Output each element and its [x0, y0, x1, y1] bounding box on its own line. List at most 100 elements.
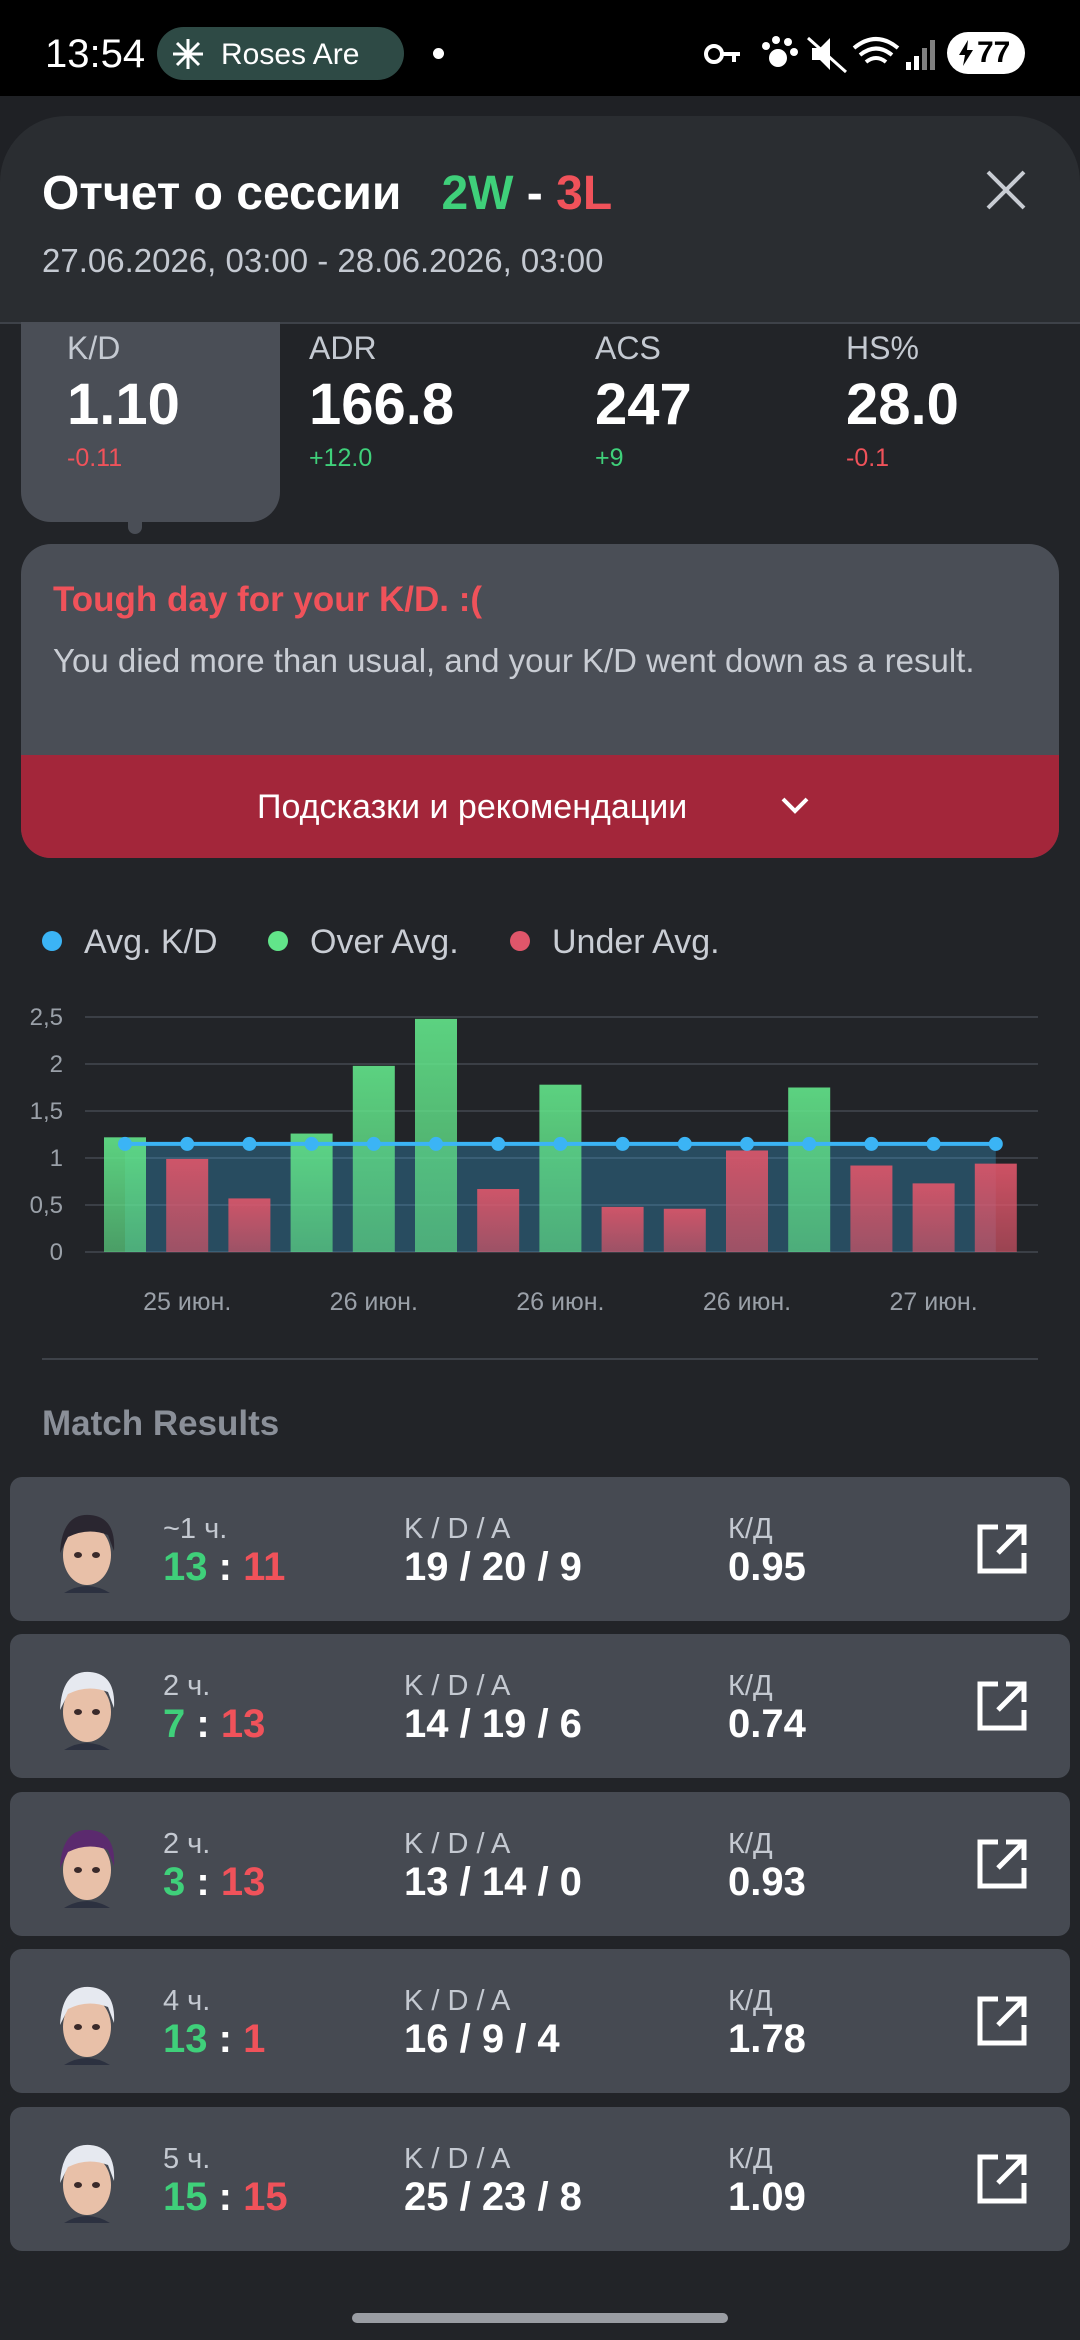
stat-label: HS%	[846, 330, 919, 366]
bar	[166, 1158, 209, 1252]
stat-delta: +9	[595, 444, 624, 472]
open-external[interactable]	[974, 2151, 1030, 2207]
tips-button[interactable]: Подсказки и рекомендации	[21, 755, 1059, 858]
notification-chip[interactable]: Roses Are	[157, 27, 404, 80]
bar	[663, 1208, 706, 1252]
bar	[290, 1133, 333, 1252]
avg-point	[988, 1136, 1003, 1151]
bar	[788, 1087, 831, 1252]
match-score: 3 : 13	[163, 1862, 265, 1902]
close-button[interactable]	[984, 168, 1028, 212]
bar	[104, 1137, 146, 1252]
x-tick-label: 27 июн.	[889, 1288, 977, 1316]
kd-label: К/Д	[728, 1827, 773, 1860]
bar	[539, 1084, 582, 1252]
kda-value: 16 / 9 / 4	[404, 2017, 560, 2062]
score-lost: 13	[220, 1702, 266, 1747]
agent-avatar	[60, 1672, 115, 1751]
score-lost: 1	[243, 2017, 266, 2062]
kda-label: K / D / A	[404, 1827, 511, 1860]
match-time: 5 ч.	[163, 2142, 211, 2175]
kda-value: 14 / 19 / 6	[404, 1702, 582, 1747]
match-score: 13 : 1	[163, 2019, 265, 2059]
chevron-down	[781, 797, 809, 814]
kd-value: 1.78	[728, 2017, 806, 2062]
score-lost: 13	[220, 1859, 266, 1904]
y-tick-label: 2,5	[30, 1004, 63, 1031]
match-time: 2 ч.	[163, 1827, 211, 1860]
bar	[601, 1206, 644, 1252]
legend-dot	[268, 931, 288, 951]
section-title: Match Results	[42, 1404, 280, 1443]
match-row[interactable]: 5 ч. 15 : 15 K / D / A 25 / 23 / 8 К/Д 1.09	[10, 2106, 1070, 2251]
bar	[974, 1163, 1017, 1252]
kda-label: K / D / A	[404, 2142, 511, 2175]
notification-text: Roses Are	[221, 38, 360, 71]
battery: 77	[947, 32, 1025, 74]
stat-value: 1.10	[67, 372, 180, 437]
score-separator: :	[196, 1702, 210, 1747]
legend-label: Under Avg.	[552, 923, 720, 961]
score-won: 3	[163, 1859, 186, 1904]
avg-point	[864, 1136, 879, 1151]
avg-point	[802, 1136, 817, 1151]
kda-value: 13 / 14 / 0	[404, 1859, 582, 1904]
match-row[interactable]: 2 ч. 7 : 13 K / D / A 14 / 19 / 6 К/Д 0.74	[10, 1634, 1070, 1779]
bar	[228, 1198, 271, 1252]
home-indicator	[352, 2313, 728, 2323]
agent-avatar	[60, 1987, 115, 2066]
score-won: 13	[163, 1545, 208, 1589]
open-external[interactable]	[974, 1678, 1030, 1734]
stat-delta: -0.11	[67, 444, 123, 472]
score-separator: :	[218, 2174, 232, 2219]
y-tick-label: 0	[50, 1239, 63, 1266]
bar	[912, 1183, 955, 1252]
x-tick-label: 26 июн.	[703, 1288, 791, 1316]
stat-pointer	[128, 520, 142, 534]
stat-delta: -0.1	[846, 444, 890, 472]
title: Отчет о сессии	[42, 167, 402, 220]
agent-avatar	[60, 2144, 115, 2223]
insight-title: Tough day for your K/D. :(	[53, 580, 483, 619]
agent-avatar	[60, 1829, 115, 1908]
agent-avatar	[60, 1514, 115, 1593]
open-external[interactable]	[974, 1993, 1030, 2049]
legend-dot	[42, 931, 62, 951]
divider	[42, 1358, 1038, 1360]
match-score: 7 : 13	[163, 1704, 265, 1744]
avg-point	[304, 1136, 319, 1151]
stat-label: ACS	[595, 330, 661, 366]
y-tick-label: 2	[50, 1051, 63, 1078]
score-lost: 11	[243, 1545, 286, 1589]
match-row[interactable]: 2 ч. 3 : 13 K / D / A 13 / 14 / 0 К/Д 0.93	[10, 1791, 1070, 1936]
score-separator: :	[218, 2017, 232, 2062]
stat-value: 166.8	[309, 372, 455, 437]
y-tick-label: 0,5	[30, 1192, 63, 1219]
y-tick-label: 1,5	[30, 1098, 63, 1125]
score-separator: :	[218, 1545, 232, 1589]
bar	[415, 1018, 457, 1252]
kd-label: К/Д	[728, 2142, 773, 2175]
avg-point	[677, 1136, 692, 1151]
match-row[interactable]: 4 ч. 13 : 1 K / D / A 16 / 9 / 4 К/Д 1.78	[10, 1949, 1070, 2094]
insight-card: Tough day for your K/D. :( You died more…	[21, 544, 1059, 858]
kd-value: 1.09	[728, 2174, 806, 2219]
avg-point	[615, 1136, 630, 1151]
kd-value: 0.93	[728, 1859, 806, 1904]
stat-label: ADR	[309, 330, 377, 366]
wins: 2W	[441, 167, 514, 220]
score-separator: :	[196, 1859, 210, 1904]
legend-dot	[510, 931, 530, 951]
match-score: 15 : 15	[163, 2177, 288, 2217]
x-tick-label: 25 июн.	[143, 1288, 231, 1316]
bar	[726, 1150, 768, 1252]
legend-label: Over Avg.	[310, 923, 459, 961]
kda-value: 19 / 20 / 9	[404, 1545, 582, 1589]
open-external[interactable]	[974, 1836, 1030, 1892]
match-row[interactable]: ~1 ч. 13 : 11 K / D / A 19 / 20 / 9 К/Д 0.95	[10, 1477, 1070, 1621]
stat-label: K/D	[67, 330, 121, 366]
status-icons	[704, 36, 935, 74]
open-external[interactable]	[974, 1521, 1030, 1577]
avg-point	[491, 1136, 506, 1151]
